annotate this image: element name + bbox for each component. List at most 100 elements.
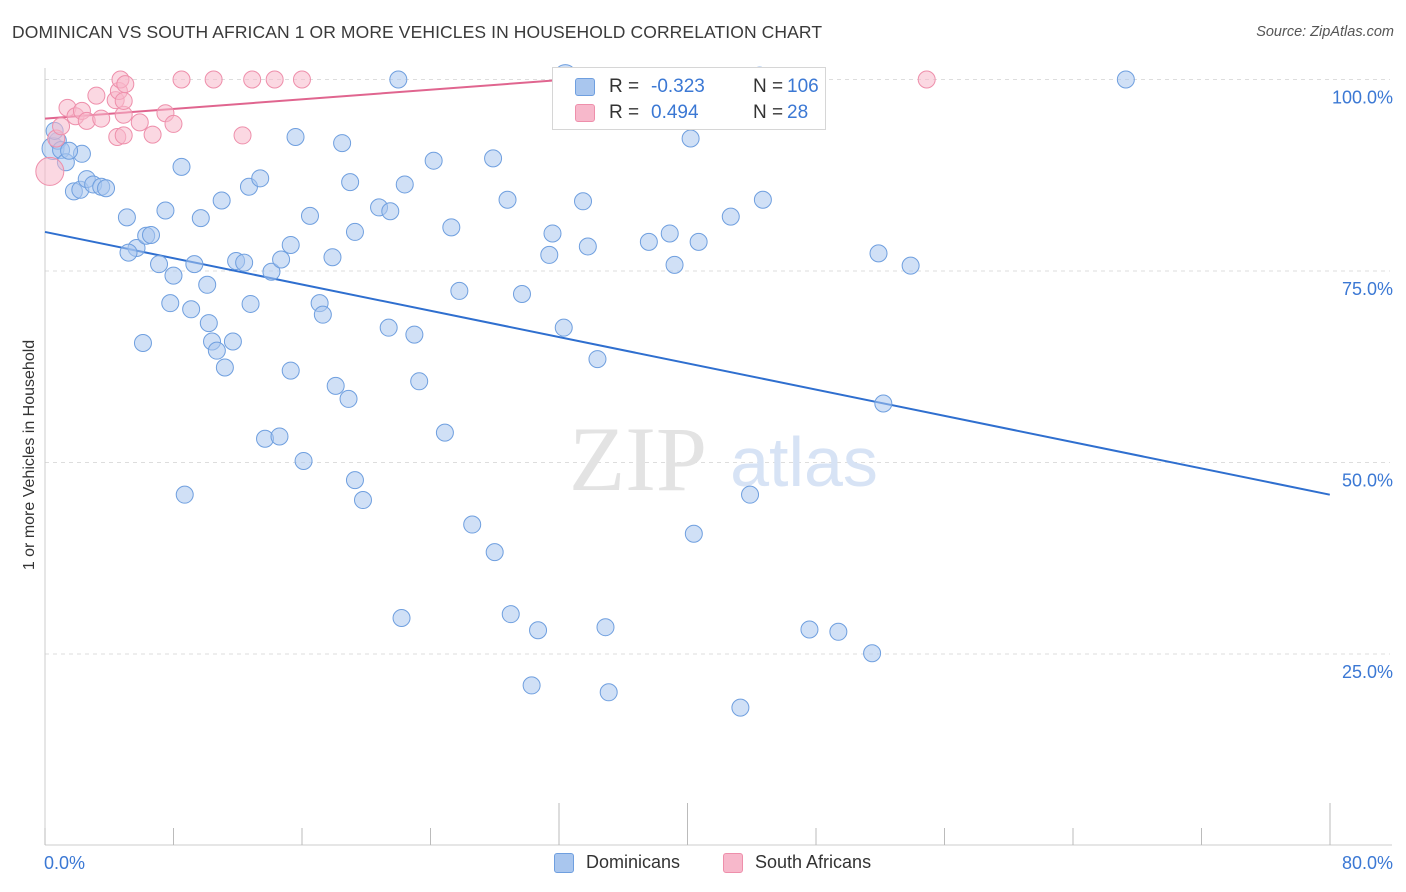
dominican-point [485,543,504,562]
dominican-point [741,485,760,504]
dominican-point [323,248,342,267]
dominican-point [182,300,201,319]
correlation-legend: R = -0.323 N = 106 R = 0.494 N = 28 [552,67,826,130]
dominican-point [392,608,411,627]
dominican-point [339,389,358,408]
dominican-point [660,224,679,243]
dominican-trend-line [44,230,1331,496]
grid-layer [45,79,1390,655]
south-african-point [265,70,284,89]
dominican-point [599,683,618,702]
dominican-point [863,644,882,663]
dominican-point [215,358,234,377]
dominican-point [161,294,180,313]
south-african-swatch [575,104,595,122]
dominican-point [554,318,573,337]
legend-n-label: N = [753,76,784,97]
dominican-point [251,169,270,188]
south-african-point [204,70,223,89]
y-tick-label: 25.0% [1342,662,1393,682]
south-african-point [243,70,262,89]
dominican-point [172,157,191,176]
south-african-point [52,117,71,136]
y-tick-label: 50.0% [1342,471,1393,491]
dominican-point [901,256,920,275]
x-tick-label: 80.0% [1342,853,1393,873]
dominican-point [117,208,136,227]
y-tick-label: 100.0% [1332,88,1393,108]
dominican-point [97,179,116,198]
dominican-point [529,621,548,640]
dominican-point [512,284,531,303]
dominican-point [333,134,352,153]
dominican-point [689,232,708,251]
dominican-point [198,275,217,294]
dominican-point [450,281,469,300]
tick-label-layer: 25.0% 50.0% 75.0% 100.0% 0.0% 80.0% [44,88,1393,874]
dominican-point [424,151,443,170]
dominican-point [379,318,398,337]
watermark: ZIP atlas [569,408,878,510]
dominican-point [665,255,684,274]
south-african-point [164,114,183,133]
dominican-point [235,253,254,272]
dominican-point [829,622,848,641]
dominican-point [410,372,429,391]
legend-r-value: 0.494 [651,102,699,123]
dominican-point [300,206,319,225]
legend-label-south-africans: South Africans [755,852,872,872]
dominican-swatch [554,853,574,873]
dominican-point [484,149,503,168]
south-african-point [172,70,191,89]
dominican-point [326,376,345,395]
legend-n-value: 106 [787,76,819,97]
dominican-point [540,245,559,264]
y-tick-label: 75.0% [1342,279,1393,299]
source-label: Source: ZipAtlas.com [1256,24,1394,40]
dominican-point [313,305,332,324]
dominican-point [286,127,305,146]
chart-title: DOMINICAN VS SOUTH AFRICAN 1 OR MORE VEH… [12,22,823,42]
dominican-point [207,341,226,360]
legend-n-label: N = [753,102,784,123]
y-axis-label: 1 or more Vehicles in Household [21,339,38,571]
legend-r-label: R = [609,76,640,97]
south-african-point [92,109,111,128]
x-tick-label: 0.0% [44,853,85,873]
south-african-swatch [723,853,743,873]
dominican-point [270,427,289,446]
south-african-point [114,126,133,145]
dominican-point [345,471,364,490]
dominican-point [191,209,210,228]
dominican-point [175,485,194,504]
watermark-zip: ZIP [569,408,707,510]
dominican-point [596,618,615,637]
dominican-point [164,266,183,285]
south-african-point [292,70,311,89]
south-african-point [130,113,149,132]
dominican-point [574,192,593,211]
dominican-point [395,175,414,194]
dominican-point [281,361,300,380]
dominican-point [281,235,300,254]
dominican-point [294,451,313,470]
dominican-point [543,224,562,243]
dominican-point [578,237,597,256]
dominican-point [389,70,408,89]
dominican-point [684,524,703,543]
dominican-point [133,334,152,353]
dominican-point [721,207,740,226]
legend-r-label: R = [609,102,640,123]
dominican-point [272,250,291,269]
points-layer [35,64,1135,717]
dominican-point [1116,70,1135,89]
south-african-point [917,70,936,89]
dominican-point [869,244,888,263]
dominican-point [522,676,541,695]
dominican-point [185,255,204,274]
south-african-point [143,125,162,144]
dominican-point [463,515,482,534]
dominican-point [639,232,658,251]
legend-n-value: 28 [787,102,809,123]
legend-r-value: -0.323 [651,76,705,97]
